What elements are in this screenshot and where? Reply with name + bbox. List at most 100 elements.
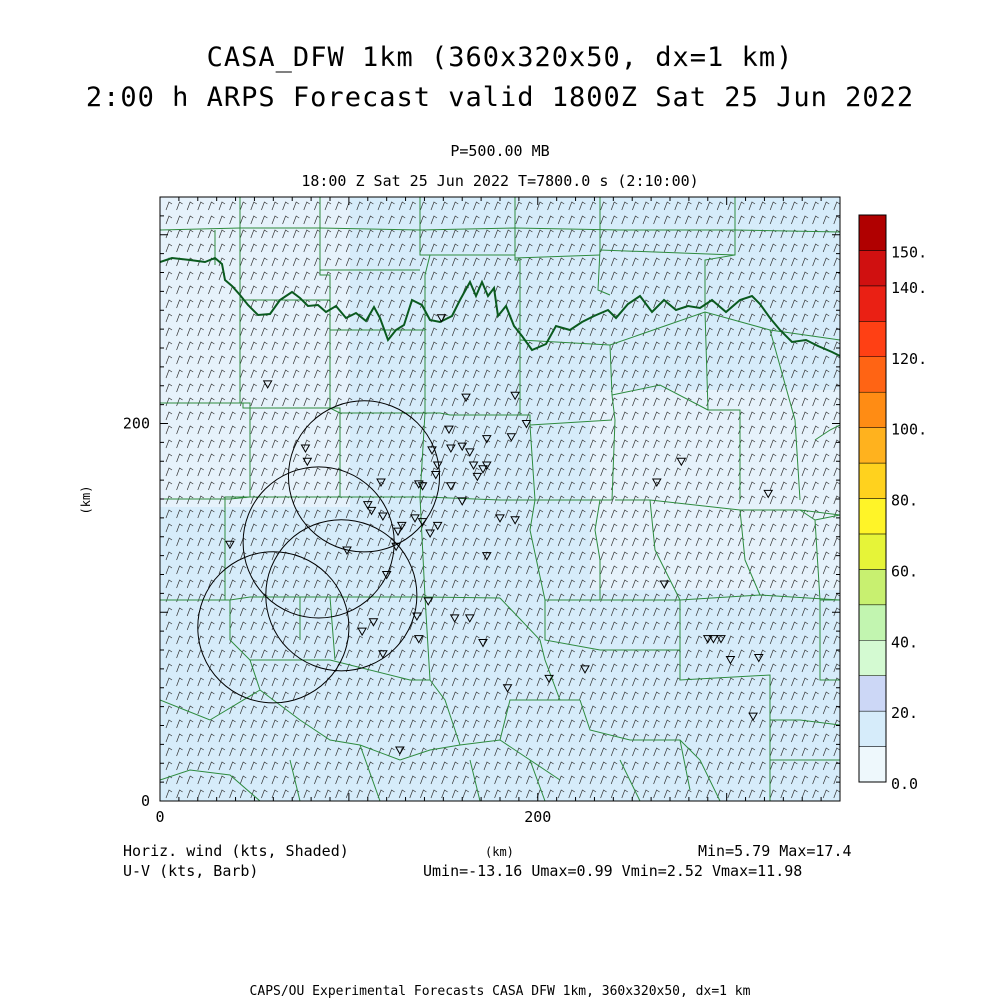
wind-barb xyxy=(356,229,363,239)
wind-barb xyxy=(653,593,660,603)
wind-barb xyxy=(833,579,840,589)
wind-barb xyxy=(674,551,681,561)
wind-barb xyxy=(536,593,544,603)
wind-barb xyxy=(165,481,173,491)
wind-barb xyxy=(812,579,819,589)
station-marker xyxy=(376,478,386,488)
wind-barb xyxy=(388,761,395,771)
wind-barb xyxy=(769,453,777,463)
wind-barb xyxy=(292,425,300,435)
wind-barb xyxy=(610,593,618,603)
wind-barb xyxy=(239,257,247,267)
wind-barb xyxy=(748,467,756,477)
wind-barb xyxy=(674,439,681,449)
wind-barb xyxy=(314,313,321,323)
wind-barb xyxy=(377,733,385,743)
wind-barb xyxy=(780,467,787,477)
wind-barb xyxy=(621,467,628,477)
wind-barb xyxy=(165,663,173,673)
wind-barb xyxy=(536,495,544,505)
wind-barb xyxy=(409,453,416,463)
state-border-river xyxy=(160,256,840,357)
wind-barb xyxy=(600,607,607,617)
wind-barb xyxy=(197,355,204,365)
wind-barb xyxy=(292,579,300,589)
wind-barb xyxy=(335,453,342,463)
wind-barb xyxy=(812,733,819,743)
wind-barb xyxy=(536,677,544,687)
wind-barb xyxy=(282,327,289,337)
wind-barb xyxy=(208,313,215,323)
wind-barb xyxy=(738,383,745,393)
wind-barb xyxy=(229,299,236,309)
wind-barb xyxy=(738,369,745,379)
wind-barb xyxy=(610,789,618,799)
wind-barb xyxy=(483,327,491,337)
wind-barb xyxy=(208,285,215,295)
wind-barb xyxy=(462,537,469,547)
wind-barb xyxy=(706,523,713,533)
wind-barb xyxy=(674,243,681,253)
wind-barb xyxy=(579,677,586,687)
colorbar-bin xyxy=(858,285,887,322)
wind-barb xyxy=(695,439,703,449)
wind-barb xyxy=(515,369,522,379)
wind-barb xyxy=(335,215,342,225)
station-marker xyxy=(412,612,422,622)
wind-barb xyxy=(769,355,777,365)
wind-barb xyxy=(377,243,385,253)
wind-barb xyxy=(303,201,310,211)
wind-barb xyxy=(663,369,671,379)
wind-barb xyxy=(165,761,173,771)
wind-barb xyxy=(208,481,215,491)
wind-barb xyxy=(557,215,565,225)
wind-barb xyxy=(547,271,554,281)
wind-barb xyxy=(738,257,745,267)
wind-barb xyxy=(568,509,575,519)
wind-barb xyxy=(801,439,809,449)
station-marker xyxy=(300,444,311,454)
wind-barb xyxy=(430,607,438,617)
wind-barb xyxy=(335,551,342,561)
wind-barb xyxy=(653,607,660,617)
wind-barb xyxy=(494,369,501,379)
wind-barb xyxy=(271,691,279,701)
wind-barb xyxy=(229,677,236,687)
wind-barb xyxy=(218,635,226,645)
wind-barb xyxy=(536,285,544,295)
wind-barb xyxy=(695,369,703,379)
wind-barb xyxy=(515,523,522,533)
wind-barb xyxy=(239,677,247,687)
wind-barb xyxy=(356,327,363,337)
wind-barb xyxy=(271,593,279,603)
wind-barb xyxy=(685,257,692,267)
wind-barb xyxy=(738,439,745,449)
wind-barb xyxy=(345,565,353,575)
wind-barb xyxy=(504,593,512,603)
wind-barb xyxy=(303,705,310,715)
wind-barb xyxy=(536,425,544,435)
wind-barb xyxy=(801,775,809,785)
wind-barb xyxy=(727,537,734,547)
wind-barb xyxy=(271,677,279,687)
wind-barb xyxy=(812,369,819,379)
wind-barb xyxy=(441,243,448,253)
wind-barb xyxy=(759,761,766,771)
wind-barb xyxy=(727,691,734,701)
wind-barb xyxy=(589,537,597,547)
wind-barb xyxy=(483,775,491,785)
wind-barb xyxy=(557,229,565,239)
wind-barb xyxy=(685,663,692,673)
wind-barb xyxy=(642,523,650,533)
wind-barb xyxy=(473,453,480,463)
wind-barb xyxy=(716,201,724,211)
wind-barb xyxy=(282,635,289,645)
wind-barb xyxy=(706,719,713,729)
wind-barb xyxy=(473,439,480,449)
wind-barb xyxy=(367,299,374,309)
wind-barb xyxy=(356,369,363,379)
wind-barb xyxy=(738,621,745,631)
wind-barb xyxy=(769,565,777,575)
wind-barb xyxy=(547,635,554,645)
wind-barb xyxy=(557,565,565,575)
